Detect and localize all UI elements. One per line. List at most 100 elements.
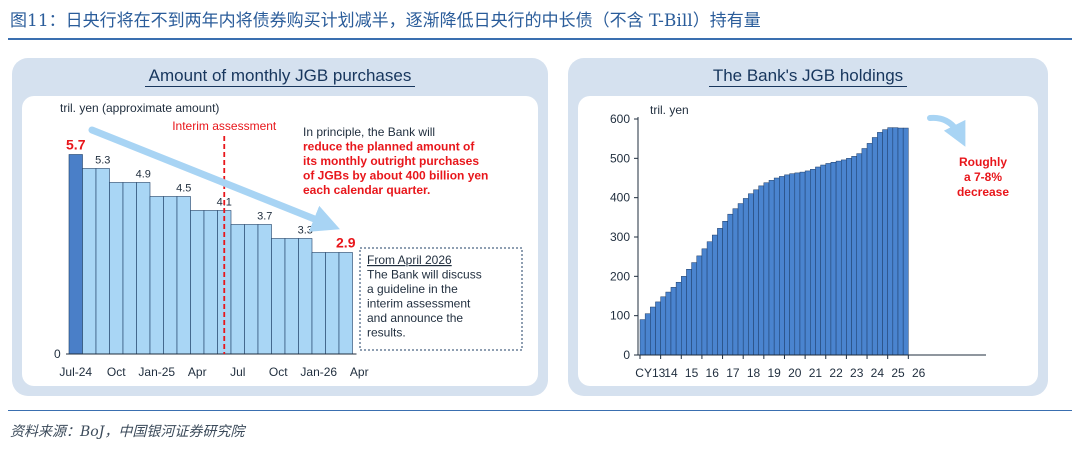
holdings-bar [644,313,651,356]
x-tick-label: 15 [685,366,699,380]
holdings-bar [794,172,801,356]
x-tick-label: Jul [230,365,245,379]
x-tick-label: 22 [829,366,843,380]
x-tick-label: 18 [747,366,761,380]
holdings-bar [701,248,708,356]
purchase-bar [338,252,353,355]
holdings-bar [902,127,909,356]
x-tick-label: Jan-25 [138,365,175,379]
step-value-label: 5.3 [95,155,110,167]
holdings-bar [696,255,703,356]
holdings-bar [804,170,811,356]
policy-note-line: In principle, the Bank will [303,125,435,139]
holdings-bar [815,166,821,356]
x-tick-label: 19 [767,366,781,380]
y-tick-label: 400 [610,191,630,205]
jgb-holdings-title: The Bank's JGB holdings [568,66,1048,87]
purchase-bar [311,252,326,355]
purchase-bar [95,168,110,355]
holdings-bar [877,132,883,356]
purchase-bar [122,182,137,355]
x-tick-label: 20 [788,366,802,380]
decrease-arrow [927,114,966,147]
step-value-label: 3.3 [298,225,313,237]
step-value-label: 3.7 [257,211,272,223]
holdings-bar [722,221,728,356]
holdings-bar [810,169,816,356]
purchase-bar [271,238,286,355]
y-tick-label: 100 [610,309,630,323]
april-2026-line: results. [367,326,406,340]
x-tick-label: Oct [107,365,126,379]
holdings-bar [660,296,667,356]
monthly-purchases-plot-area: tril. yen (approximate amount) 0 5.7 5.3 4.9… [22,96,538,386]
holdings-bar [742,198,749,356]
x-tick-label: Apr [350,365,369,379]
holdings-bar [650,306,656,356]
holdings-bar [840,159,847,356]
source-note: 资料来源：BoJ，中国银河证券研究院 [10,424,245,440]
holdings-bar [871,137,878,356]
step-value-label: 5.7 [66,137,86,153]
y-tick-label: 200 [610,269,630,283]
trend-arrow [88,126,340,232]
holdings-bar [686,269,692,356]
april-2026-line: interim assessment [367,297,471,311]
april-2026-line: and announce the [367,311,463,325]
holdings-bar [892,127,899,356]
purchase-bar [190,210,205,355]
y-tick-label: 600 [610,112,630,126]
holdings-bar [748,193,754,356]
step-value-label: 4.5 [176,183,191,195]
purchase-bar [163,196,178,355]
x-tick-label: 16 [706,366,720,380]
purchase-bar [68,154,83,355]
april-2026-box [359,247,523,351]
x-tick-label: CY13 [635,366,665,380]
step-value-label: 2.9 [336,235,356,251]
holdings-bar [768,180,775,356]
holdings-bar [861,148,868,356]
x-tick-label: Apr [188,365,207,379]
x-tick-label: Jul-24 [59,365,92,379]
purchase-bar [257,224,272,355]
holdings-bar [835,160,842,356]
policy-note-line: of JGBs by about 400 billion yen [303,169,488,183]
holdings-bar [691,262,698,356]
decrease-annotation: Roughly a 7-8% decrease [957,155,1009,199]
holdings-bar [717,228,723,356]
y-tick-label: 500 [610,151,630,165]
holdings-bar [675,281,682,356]
holdings-bar [758,185,765,356]
jgb-holdings-panel: The Bank's JGB holdings 0 100 200 300 400 500… [568,58,1048,396]
purchase-bar [298,238,313,355]
decrease-annotation-line: decrease [957,185,1009,199]
x-tick-label: 23 [850,366,864,380]
figure-title: 图11：日央行将在不到两年内将债券购买计划减半，逐渐降低日央行的中长债（不含 T… [10,11,761,31]
purchase-bar [203,210,218,355]
y-tick-label: 0 [623,348,630,362]
holdings-bar [706,241,713,356]
y-tick-label: 0 [54,347,61,361]
holdings-bar [851,156,857,356]
holdings-bar [665,291,672,356]
purchase-bar [244,224,259,355]
purchase-bar [149,196,164,355]
x-tick-label: 25 [891,366,905,380]
holdings-bar [866,143,873,356]
april-2026-line: The Bank will discuss [367,268,482,282]
april-2026-line: a guideline in the [367,282,458,296]
y-axis-label: tril. yen [650,103,689,117]
monthly-purchases-title: Amount of monthly JGB purchases [12,66,548,87]
holdings-bar [681,276,687,356]
holdings-bar [856,153,863,356]
purchase-bar [109,182,124,355]
holdings-bar [779,176,785,356]
x-tick-label: 17 [726,366,740,380]
policy-note-line: its monthly outright purchases [303,154,479,168]
holdings-bar [799,171,806,356]
april-2026-text: From April 2026 The Bank will discuss a gu… [367,253,482,340]
holdings-bar [846,158,852,356]
monthly-purchases-chart: tril. yen (approximate amount) 0 5.7 5.3 4.9… [54,101,523,379]
